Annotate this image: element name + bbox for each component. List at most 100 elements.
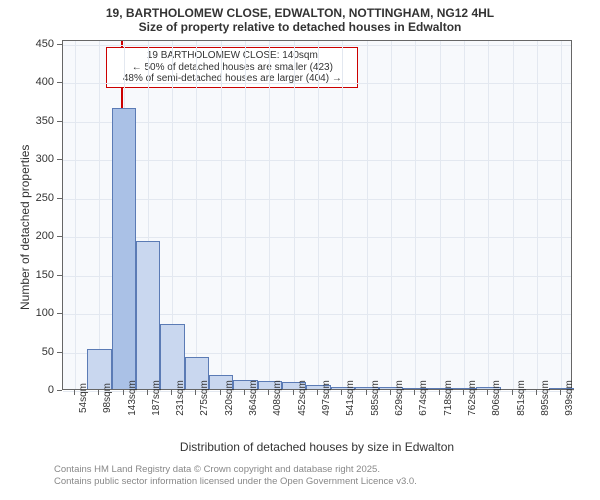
x-tick [341,390,342,395]
y-tick [57,198,62,199]
x-axis-label: Distribution of detached houses by size … [62,440,572,454]
gridline-v [245,41,246,389]
annotation-box: 19 BARTHOLOMEW CLOSE: 140sqm ← 50% of de… [106,47,358,88]
gridline-v [294,41,295,389]
gridline-v [196,41,197,389]
x-tick [293,390,294,395]
gridline-v [99,41,100,389]
x-tick-label: 585sqm [370,380,381,416]
x-tick-label: 497sqm [321,380,332,416]
gridline-h [63,237,571,238]
y-tick-label: 150 [28,269,54,281]
y-tick-label: 50 [28,346,54,358]
footer-attribution: Contains HM Land Registry data © Crown c… [54,464,417,488]
x-tick-label: 452sqm [297,380,308,416]
y-tick-label: 450 [28,38,54,50]
histogram-bar [160,324,184,389]
chart-container: 19, BARTHOLOMEW CLOSE, EDWALTON, NOTTING… [0,0,600,500]
y-tick-label: 100 [28,307,54,319]
gridline-v [537,41,538,389]
gridline-h [63,160,571,161]
gridline-h [63,122,571,123]
y-tick-label: 350 [28,115,54,127]
gridline-h [63,45,571,46]
x-tick [147,390,148,395]
x-tick [439,390,440,395]
gridline-v [342,41,343,389]
y-tick [57,236,62,237]
gridline-h [63,199,571,200]
footer-line2: Contains public sector information licen… [54,476,417,488]
y-tick-label: 200 [28,230,54,242]
y-tick [57,352,62,353]
gridline-v [318,41,319,389]
y-tick [57,121,62,122]
x-tick [74,390,75,395]
y-tick [57,44,62,45]
x-tick-label: 275sqm [199,380,210,416]
x-tick-label: 231sqm [175,380,186,416]
x-tick-label: 143sqm [127,380,138,416]
histogram-bar [112,108,136,389]
x-tick [268,390,269,395]
y-tick [57,82,62,83]
x-tick-label: 762sqm [467,380,478,416]
y-tick [57,275,62,276]
x-tick [317,390,318,395]
x-tick-label: 674sqm [418,380,429,416]
x-tick [512,390,513,395]
x-tick [220,390,221,395]
x-tick-label: 54sqm [78,383,89,413]
gridline-v [221,41,222,389]
gridline-v [440,41,441,389]
plot-area: 19 BARTHOLOMEW CLOSE: 140sqm ← 50% of de… [62,40,572,390]
x-tick [536,390,537,395]
gridline-v [513,41,514,389]
x-tick-label: 629sqm [394,380,405,416]
y-tick [57,390,62,391]
y-tick-label: 300 [28,153,54,165]
x-tick [463,390,464,395]
x-tick [171,390,172,395]
x-tick-label: 541sqm [345,380,356,416]
histogram-bar [136,241,160,389]
x-tick-label: 364sqm [248,380,259,416]
y-tick-label: 0 [28,384,54,396]
x-tick-label: 895sqm [540,380,551,416]
gridline-v [269,41,270,389]
x-tick-label: 98sqm [102,383,113,413]
x-tick [390,390,391,395]
x-tick-label: 718sqm [443,380,454,416]
y-axis-label: Number of detached properties [18,145,32,310]
gridline-v [75,41,76,389]
chart-title-line1: 19, BARTHOLOMEW CLOSE, EDWALTON, NOTTING… [0,6,600,20]
x-tick [195,390,196,395]
gridline-h [63,83,571,84]
chart-title-line2: Size of property relative to detached ho… [0,20,600,34]
gridline-v [391,41,392,389]
y-tick-label: 400 [28,76,54,88]
gridline-v [561,41,562,389]
x-tick [123,390,124,395]
y-tick-label: 250 [28,192,54,204]
gridline-v [415,41,416,389]
footer-line1: Contains HM Land Registry data © Crown c… [54,464,417,476]
gridline-v [367,41,368,389]
x-tick-label: 320sqm [224,380,235,416]
x-tick [244,390,245,395]
gridline-v [464,41,465,389]
x-tick-label: 806sqm [491,380,502,416]
x-tick [487,390,488,395]
x-tick [98,390,99,395]
title-block: 19, BARTHOLOMEW CLOSE, EDWALTON, NOTTING… [0,0,600,34]
x-tick [560,390,561,395]
x-tick [414,390,415,395]
y-tick [57,313,62,314]
x-tick [366,390,367,395]
x-tick-label: 187sqm [151,380,162,416]
gridline-v [488,41,489,389]
x-tick-label: 851sqm [516,380,527,416]
x-tick-label: 939sqm [564,380,575,416]
y-tick [57,159,62,160]
x-tick-label: 408sqm [272,380,283,416]
